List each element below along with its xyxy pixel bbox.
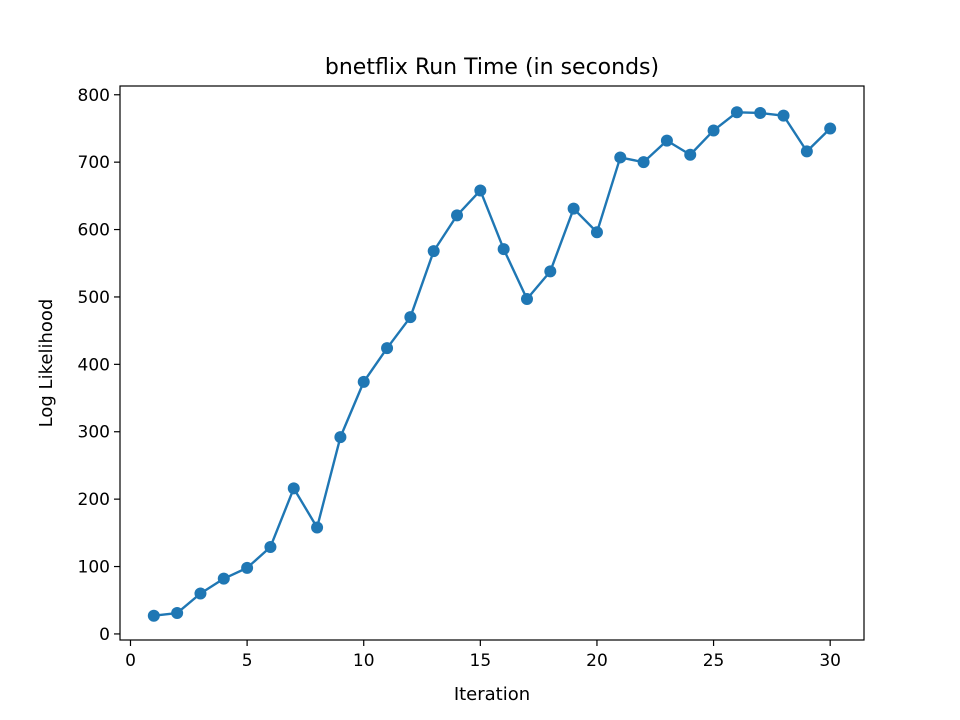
data-point xyxy=(637,156,650,169)
data-point xyxy=(684,148,697,161)
data-point xyxy=(544,265,557,278)
x-tick-label: 15 xyxy=(470,651,492,671)
data-point xyxy=(334,431,347,444)
y-tick-label: 800 xyxy=(78,86,110,106)
data-point xyxy=(614,151,627,164)
y-tick-label: 100 xyxy=(78,558,110,578)
data-point xyxy=(357,375,370,388)
series-line xyxy=(153,111,832,617)
y-tick-label: 700 xyxy=(78,153,110,173)
x-tick-label: 0 xyxy=(125,651,136,671)
x-tick-label: 20 xyxy=(586,651,608,671)
data-point xyxy=(497,243,510,256)
plot-area xyxy=(147,106,837,622)
data-point xyxy=(217,572,230,585)
data-point xyxy=(707,124,720,137)
x-tick-label: 5 xyxy=(242,651,253,671)
chart-title: bnetflix Run Time (in seconds) xyxy=(325,55,659,80)
data-point xyxy=(590,226,603,239)
data-point xyxy=(287,482,300,495)
x-tick-label: 30 xyxy=(819,651,841,671)
data-point xyxy=(404,311,417,324)
y-tick-label: 500 xyxy=(78,288,110,308)
y-tick-label: 300 xyxy=(78,423,110,443)
data-point xyxy=(381,342,394,355)
data-point xyxy=(660,134,673,147)
plot-frame xyxy=(119,85,865,641)
data-point xyxy=(730,106,743,119)
y-axis-label: Log Likelihood xyxy=(36,299,57,428)
data-point xyxy=(824,122,837,135)
data-point xyxy=(427,245,440,258)
data-point xyxy=(171,607,184,620)
x-tick-label: 10 xyxy=(353,651,375,671)
data-point xyxy=(800,145,813,158)
data-point xyxy=(147,609,160,622)
data-point xyxy=(474,184,487,197)
y-tick-label: 600 xyxy=(78,221,110,241)
data-point xyxy=(520,292,533,305)
x-tick-label: 25 xyxy=(703,651,725,671)
data-point xyxy=(241,561,254,574)
data-point xyxy=(777,109,790,122)
y-tick-label: 0 xyxy=(99,625,110,645)
data-point xyxy=(754,106,767,119)
data-point xyxy=(451,209,464,222)
x-axis: 0 5 10 15 20 25 30 xyxy=(125,640,841,671)
y-tick-label: 400 xyxy=(78,355,110,375)
data-point xyxy=(264,540,277,553)
data-point xyxy=(311,521,324,534)
y-axis: 0 100 200 300 400 500 600 700 800 xyxy=(78,86,120,645)
y-tick-label: 200 xyxy=(78,490,110,510)
data-point xyxy=(194,587,207,600)
x-axis-label: Iteration xyxy=(454,684,530,705)
data-point xyxy=(567,202,580,215)
